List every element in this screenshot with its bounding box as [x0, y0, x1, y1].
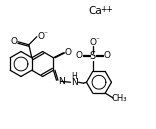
- Text: O: O: [37, 32, 44, 41]
- Text: O: O: [10, 37, 17, 46]
- Text: N: N: [71, 78, 78, 87]
- Text: CH₃: CH₃: [112, 94, 127, 103]
- Text: ++: ++: [101, 5, 113, 14]
- Text: O: O: [65, 48, 72, 57]
- Text: Ca: Ca: [88, 6, 102, 16]
- Text: N: N: [58, 77, 65, 86]
- Text: ⁻: ⁻: [96, 35, 100, 44]
- Text: O: O: [103, 51, 110, 60]
- Text: S: S: [90, 51, 96, 61]
- Text: ⁻: ⁻: [44, 29, 48, 38]
- Text: O: O: [89, 38, 96, 47]
- Text: H: H: [72, 72, 77, 81]
- Text: O: O: [75, 51, 82, 60]
